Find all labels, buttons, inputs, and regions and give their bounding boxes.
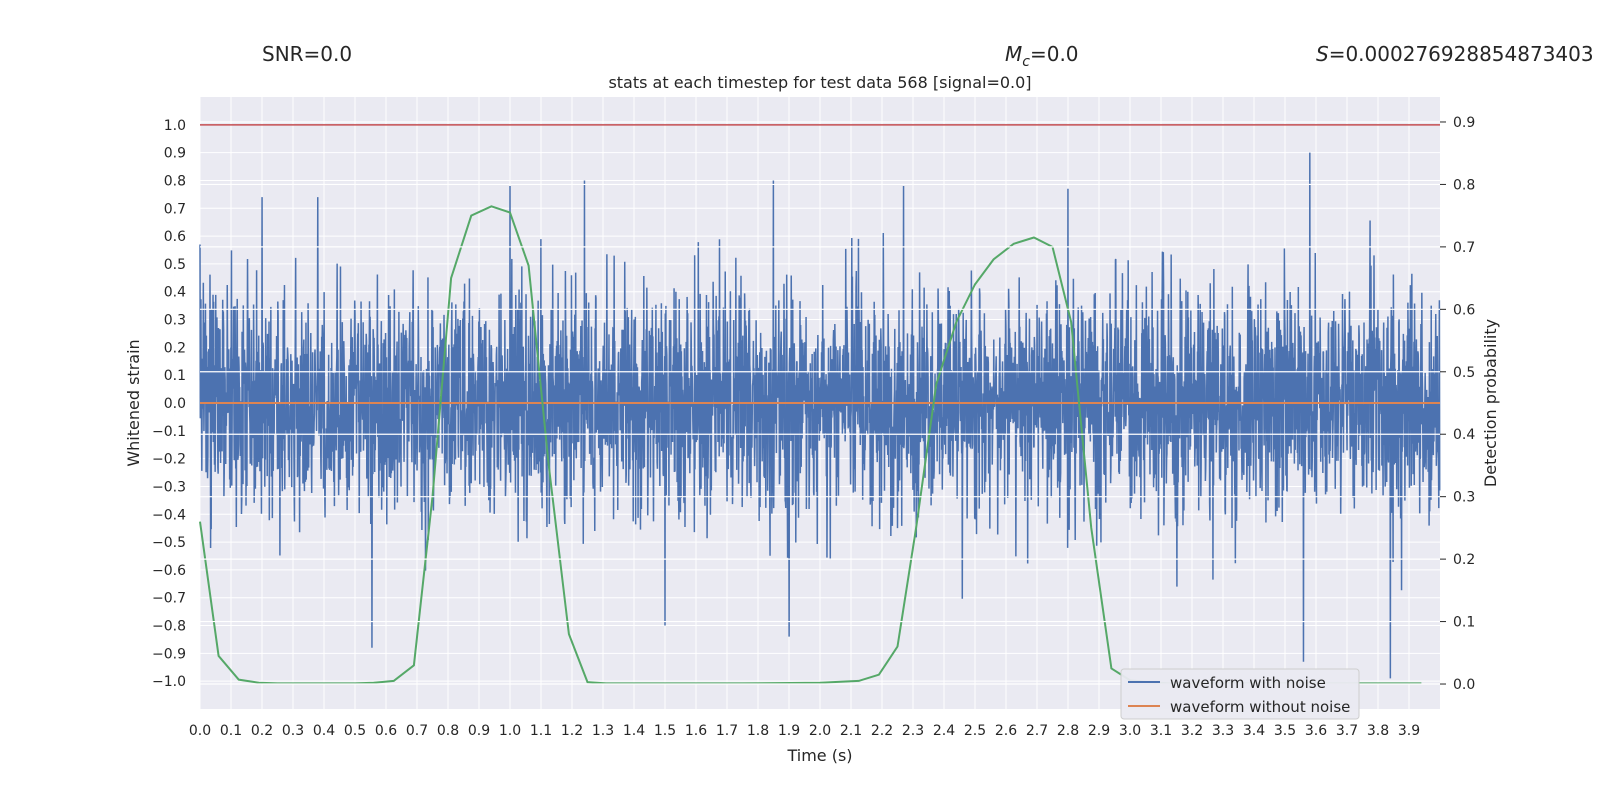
x-tick-label: 2.0 xyxy=(809,723,831,739)
y-right-tick-label: 0.1 xyxy=(1453,615,1475,631)
y-left-tick-label: −0.1 xyxy=(152,424,186,440)
x-tick-label: 0.1 xyxy=(220,723,242,739)
y-right-tick-label: 0.0 xyxy=(1453,677,1475,693)
x-tick-label: 0.3 xyxy=(282,723,304,739)
y-left-tick-label: −0.4 xyxy=(152,507,186,523)
legend-label-noise: waveform with noise xyxy=(1170,674,1326,692)
y-left-tick-label: 0.2 xyxy=(164,340,186,356)
detection-probability-series xyxy=(199,205,1422,685)
x-tick-label: 1.5 xyxy=(654,723,676,739)
y-left-tick-label: −0.9 xyxy=(152,646,186,662)
x-tick-label: 3.1 xyxy=(1150,723,1172,739)
y-left-tick-label: −0.2 xyxy=(152,452,186,468)
y-right-tick-label: 0.4 xyxy=(1453,427,1475,443)
y-right-tick-label: 0.3 xyxy=(1453,490,1475,506)
x-tick-label: 0.9 xyxy=(468,723,490,739)
x-tick-label: 0.5 xyxy=(344,723,366,739)
x-axis-ticks: 0.0 0.1 0.2 0.3 0.4 0.5 0.6 0.7 0.8 0.9 1.0 1.1 1.2 1… xyxy=(189,723,1420,739)
x-tick-label: 3.9 xyxy=(1398,723,1420,739)
y-left-tick-label: 0.6 xyxy=(164,229,186,245)
y-right-tick-label: 0.2 xyxy=(1453,552,1475,568)
chart-title: stats at each timestep for test data 568… xyxy=(608,73,1031,92)
x-tick-label: 3.0 xyxy=(1119,723,1141,739)
x-tick-label: 0.4 xyxy=(313,723,335,739)
y-left-tick-label: −0.6 xyxy=(152,563,186,579)
x-tick-label: 2.9 xyxy=(1088,723,1110,739)
x-tick-label: 3.5 xyxy=(1274,723,1296,739)
x-tick-label: 0.7 xyxy=(406,723,428,739)
legend: waveform with noise waveform without noi… xyxy=(1120,668,1360,720)
y-left-tick-label: 0.3 xyxy=(164,313,186,329)
x-tick-label: 3.6 xyxy=(1305,723,1327,739)
y-right-tick-label: 0.8 xyxy=(1453,177,1475,193)
x-axis-label: Time (s) xyxy=(786,746,852,765)
x-tick-label: 3.3 xyxy=(1212,723,1234,739)
left-axis-ticks: 1.0 0.9 0.8 0.7 0.6 0.5 0.4 0.3 0.2 0.1 0.0 −0.1 −0.… xyxy=(152,118,186,690)
y-left-tick-label: 0.9 xyxy=(164,146,186,162)
x-tick-label: 2.8 xyxy=(1057,723,1079,739)
x-tick-label: 3.7 xyxy=(1336,723,1358,739)
x-tick-label: 2.4 xyxy=(933,723,955,739)
x-tick-label: 3.4 xyxy=(1243,723,1265,739)
x-tick-label: 1.1 xyxy=(530,723,552,739)
x-tick-label: 1.7 xyxy=(716,723,738,739)
x-tick-label: 1.4 xyxy=(623,723,645,739)
y-left-tick-label: −0.8 xyxy=(152,619,186,635)
x-tick-label: 2.5 xyxy=(964,723,986,739)
x-tick-label: 2.3 xyxy=(902,723,924,739)
x-tick-label: 0.2 xyxy=(251,723,273,739)
y-left-tick-label: −1.0 xyxy=(152,674,186,690)
x-tick-label: 0.6 xyxy=(375,723,397,739)
y-left-tick-label: 0.5 xyxy=(164,257,186,273)
x-tick-label: 1.9 xyxy=(778,723,800,739)
x-tick-label: 2.7 xyxy=(1026,723,1048,739)
right-axis-ticks: 0.9 0.8 0.7 0.6 0.5 0.4 0.3 0.2 0.1 0.0 xyxy=(1440,115,1475,693)
y-left-tick-label: −0.3 xyxy=(152,479,186,495)
left-axis-label: Whitened strain xyxy=(124,339,143,466)
x-tick-label: 1.8 xyxy=(747,723,769,739)
x-tick-label: 2.1 xyxy=(840,723,862,739)
y-left-tick-label: −0.7 xyxy=(152,591,186,607)
x-tick-label: 0.8 xyxy=(437,723,459,739)
x-tick-label: 2.6 xyxy=(995,723,1017,739)
y-left-tick-label: 0.4 xyxy=(164,285,186,301)
y-left-tick-label: 0.0 xyxy=(164,396,186,412)
y-right-tick-label: 0.9 xyxy=(1453,115,1475,131)
x-tick-label: 1.2 xyxy=(561,723,583,739)
x-tick-label: 3.2 xyxy=(1181,723,1203,739)
y-right-tick-label: 0.6 xyxy=(1453,302,1475,318)
s-stat: S=0.000276928854873403 xyxy=(1316,42,1594,66)
probability-line xyxy=(199,205,1422,685)
x-tick-label: 1.0 xyxy=(499,723,521,739)
legend-label-clean: waveform without noise xyxy=(1170,698,1350,716)
y-right-tick-label: 0.5 xyxy=(1453,365,1475,381)
right-axis-label: Detection probability xyxy=(1481,319,1500,487)
y-left-tick-label: 0.8 xyxy=(164,173,186,189)
snr-stat: SNR=0.0 xyxy=(262,42,352,66)
y-left-tick-label: −0.5 xyxy=(152,535,186,551)
x-tick-label: 3.8 xyxy=(1367,723,1389,739)
x-tick-label: 2.2 xyxy=(871,723,893,739)
x-tick-label: 0.0 xyxy=(189,723,211,739)
chirp-mass-stat: Mc=0.0 xyxy=(1005,42,1079,70)
y-right-tick-label: 0.7 xyxy=(1453,240,1475,256)
y-left-tick-label: 1.0 xyxy=(164,118,186,134)
y-left-tick-label: 0.1 xyxy=(164,368,186,384)
y-left-tick-label: 0.7 xyxy=(164,201,186,217)
x-tick-label: 1.3 xyxy=(592,723,614,739)
x-tick-label: 1.6 xyxy=(685,723,707,739)
